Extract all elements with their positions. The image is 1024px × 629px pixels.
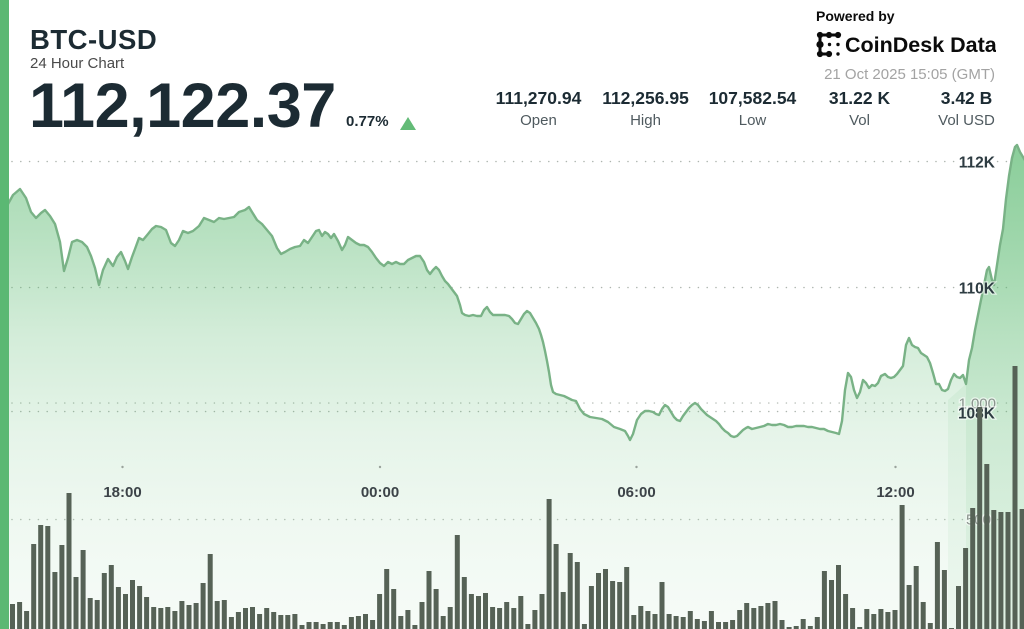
svg-text:06:00: 06:00	[617, 484, 655, 501]
svg-text:18:00: 18:00	[103, 484, 141, 501]
svg-text:12:00: 12:00	[876, 484, 914, 501]
svg-text:112K: 112K	[959, 155, 996, 172]
svg-text:1,000: 1,000	[958, 396, 996, 413]
svg-text:108K: 108K	[958, 406, 996, 423]
svg-text:110K: 110K	[959, 281, 996, 298]
svg-text:CoinDesk Data: CoinDesk Data	[845, 33, 996, 57]
svg-text:00:00: 00:00	[361, 484, 399, 501]
